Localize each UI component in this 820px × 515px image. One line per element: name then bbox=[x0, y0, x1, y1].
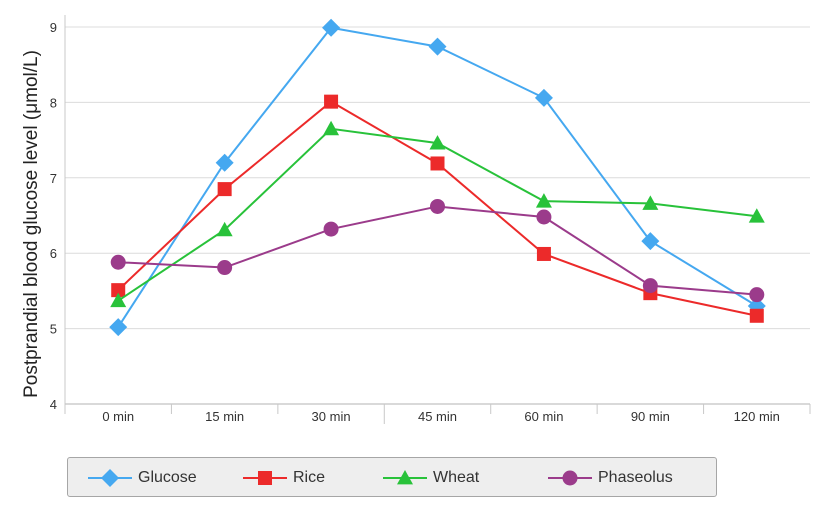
legend-item-glucose: Glucose bbox=[88, 458, 197, 498]
phaseolus-point bbox=[323, 221, 339, 237]
wheat-point bbox=[429, 135, 446, 150]
phaseolus-point bbox=[217, 260, 233, 276]
x-tick-label: 30 min bbox=[312, 409, 351, 424]
series-line-wheat bbox=[117, 127, 757, 302]
legend-swatch-wheat bbox=[383, 470, 427, 485]
x-tick-label: 120 min bbox=[734, 409, 780, 424]
legend-swatch-phaseolus bbox=[548, 470, 592, 486]
legend-label: Wheat bbox=[433, 469, 480, 486]
series-rice bbox=[111, 94, 764, 323]
x-tick-label: 90 min bbox=[631, 409, 670, 424]
y-axis-label: Postprandial blood glucose level (μmol/L… bbox=[21, 50, 42, 398]
x-axis-tick-labels: 0 min 15 min 30 min 45 min 60 min 90 min 120 m… bbox=[102, 409, 780, 424]
x-tick-label: 15 min bbox=[205, 409, 244, 424]
legend-label: Glucose bbox=[138, 469, 197, 486]
wheat-point bbox=[110, 292, 127, 308]
wheat-point bbox=[535, 193, 552, 208]
phaseolus-point bbox=[430, 198, 445, 214]
series-line-phaseolus bbox=[118, 205, 757, 296]
phaseolus-point bbox=[110, 254, 126, 270]
series-glucose bbox=[109, 18, 766, 337]
legend-item-rice: Rice bbox=[243, 458, 325, 498]
rice-point bbox=[430, 156, 445, 171]
series-wheat bbox=[110, 120, 765, 308]
y-tick-label: 6 bbox=[50, 246, 57, 261]
legend-swatch-rice bbox=[243, 471, 287, 485]
y-tick-label: 4 bbox=[50, 397, 57, 412]
phaseolus-point bbox=[642, 278, 658, 294]
x-tick-label: 60 min bbox=[524, 409, 563, 424]
glucose-point bbox=[322, 18, 341, 37]
legend-marker-triangle bbox=[397, 470, 413, 485]
y-tick-label: 7 bbox=[50, 171, 57, 186]
legend: Glucose Rice Wheat Phaseolus bbox=[67, 457, 717, 497]
glucose-point bbox=[641, 232, 660, 251]
series-layer bbox=[109, 18, 766, 337]
phaseolus-point bbox=[536, 209, 552, 225]
wheat-point bbox=[216, 221, 233, 237]
x-tick-label: 45 min bbox=[418, 409, 457, 424]
wheat-point bbox=[748, 208, 765, 223]
glucose-point bbox=[215, 153, 234, 172]
legend-label: Rice bbox=[293, 469, 326, 486]
rice-point bbox=[749, 308, 764, 323]
glucose-point bbox=[428, 37, 447, 56]
glucose-point bbox=[109, 318, 128, 337]
y-axis-tick-labels: 4 5 6 7 8 9 bbox=[50, 20, 57, 412]
wheat-point bbox=[323, 120, 340, 136]
legend-item-phaseolus: Phaseolus bbox=[548, 458, 673, 498]
phaseolus-point bbox=[749, 287, 765, 303]
rice-point bbox=[324, 94, 339, 109]
y-tick-label: 8 bbox=[50, 95, 57, 110]
line-chart: 4 5 6 7 8 9 0 min 15 min 30 min 45 min 60 min 90 m… bbox=[21, 15, 811, 424]
series-phaseolus bbox=[110, 198, 765, 303]
legend-swatch-glucose bbox=[88, 469, 132, 487]
legend-label: Phaseolus bbox=[598, 469, 673, 486]
legend-item-wheat: Wheat bbox=[383, 458, 479, 498]
rice-point bbox=[536, 246, 551, 261]
x-tick-label: 0 min bbox=[102, 409, 134, 424]
legend-marker-diamond bbox=[101, 469, 119, 487]
rice-point bbox=[111, 283, 126, 298]
wheat-point bbox=[642, 195, 659, 210]
glucose-point bbox=[534, 88, 553, 107]
rice-point bbox=[217, 182, 232, 197]
legend-marker-square bbox=[258, 471, 272, 485]
y-tick-label: 9 bbox=[50, 20, 57, 35]
legend-marker-circle bbox=[562, 470, 578, 486]
x-axis-ticks bbox=[64, 404, 811, 424]
y-tick-label: 5 bbox=[50, 322, 57, 337]
